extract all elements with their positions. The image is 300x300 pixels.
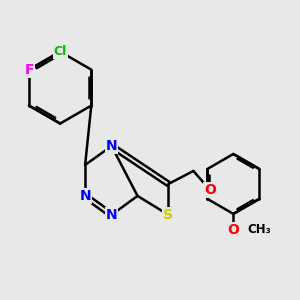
- Text: N: N: [79, 189, 91, 203]
- Text: N: N: [106, 208, 117, 222]
- Text: S: S: [164, 208, 173, 222]
- Text: CH₃: CH₃: [247, 223, 271, 236]
- Text: F: F: [24, 63, 34, 77]
- Text: O: O: [204, 183, 216, 197]
- Text: N: N: [106, 139, 117, 153]
- Text: O: O: [227, 223, 239, 237]
- Text: Cl: Cl: [53, 45, 67, 58]
